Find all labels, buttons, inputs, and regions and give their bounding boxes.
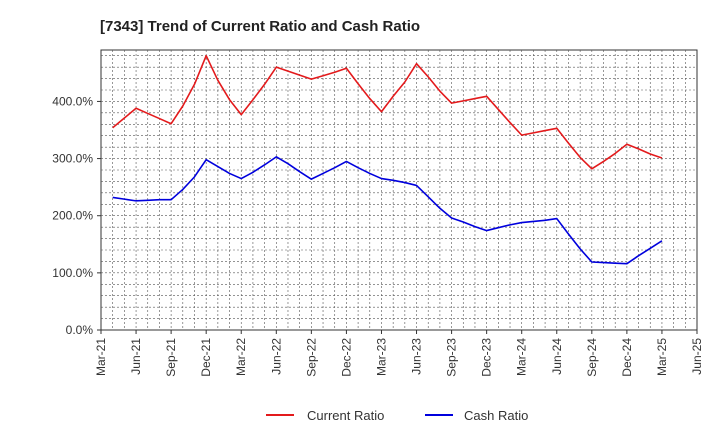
x-tick-label: Dec-21	[199, 338, 213, 377]
x-tick-label: Jun-23	[410, 338, 424, 375]
x-tick-label: Dec-23	[480, 338, 494, 377]
x-tick-label: Sep-24	[585, 338, 599, 377]
grid-lines	[101, 50, 697, 330]
legend-label-cash-ratio: Cash Ratio	[464, 408, 528, 423]
plot-area	[100, 49, 698, 331]
x-tick-label: Mar-24	[515, 338, 529, 376]
y-tick-label: 400.0%	[52, 94, 93, 108]
y-tick-label: 300.0%	[52, 152, 93, 166]
x-tick-label: Mar-22	[234, 338, 248, 376]
y-tick-label: 100.0%	[52, 266, 93, 280]
x-tick-label: Dec-24	[620, 338, 634, 377]
x-tick-label: Mar-21	[94, 338, 108, 376]
x-tick-label: Sep-22	[304, 338, 318, 377]
x-tick-label: Sep-23	[445, 338, 459, 377]
x-tick-label: Jun-25	[690, 338, 704, 375]
x-tick-label: Dec-22	[339, 338, 353, 377]
x-tick-label: Mar-25	[655, 338, 669, 376]
y-tick-label: 0.0%	[66, 323, 94, 337]
x-tick-label: Jun-22	[269, 338, 283, 375]
x-axis: Mar-21 Jun-21 Sep-21 Dec-21 Mar-22 Jun-22 Sep-…	[94, 330, 704, 377]
series-line-cash-ratio	[112, 156, 663, 265]
x-tick-label: Jun-24	[550, 338, 564, 375]
legend: Current Ratio Cash Ratio	[266, 408, 528, 423]
series-lines	[112, 54, 663, 265]
x-tick-label: Jun-21	[129, 338, 143, 375]
y-tick-label: 200.0%	[52, 209, 93, 223]
y-axis: 0.0% 100.0% 200.0% 300.0% 400.0%	[52, 94, 101, 337]
x-tick-label: Sep-21	[164, 338, 178, 377]
legend-label-current-ratio: Current Ratio	[307, 408, 384, 423]
chart-title: [7343] Trend of Current Ratio and Cash R…	[100, 18, 420, 35]
x-tick-label: Mar-23	[374, 338, 388, 376]
series-line-current-ratio	[112, 54, 663, 170]
plot-frame	[100, 49, 698, 331]
